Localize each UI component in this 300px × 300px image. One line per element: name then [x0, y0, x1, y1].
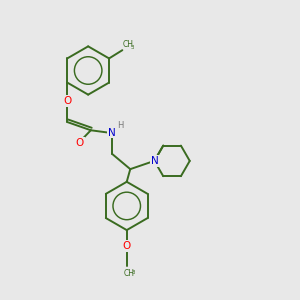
Text: H: H	[117, 121, 123, 130]
Text: O: O	[76, 138, 84, 148]
Text: O: O	[63, 96, 71, 106]
Text: 3: 3	[130, 45, 134, 50]
Text: N: N	[108, 128, 116, 138]
Text: CH: CH	[123, 269, 134, 278]
Text: CH: CH	[123, 40, 134, 49]
Text: N: N	[151, 156, 158, 166]
Text: 3: 3	[132, 270, 135, 275]
Text: O: O	[123, 241, 131, 251]
